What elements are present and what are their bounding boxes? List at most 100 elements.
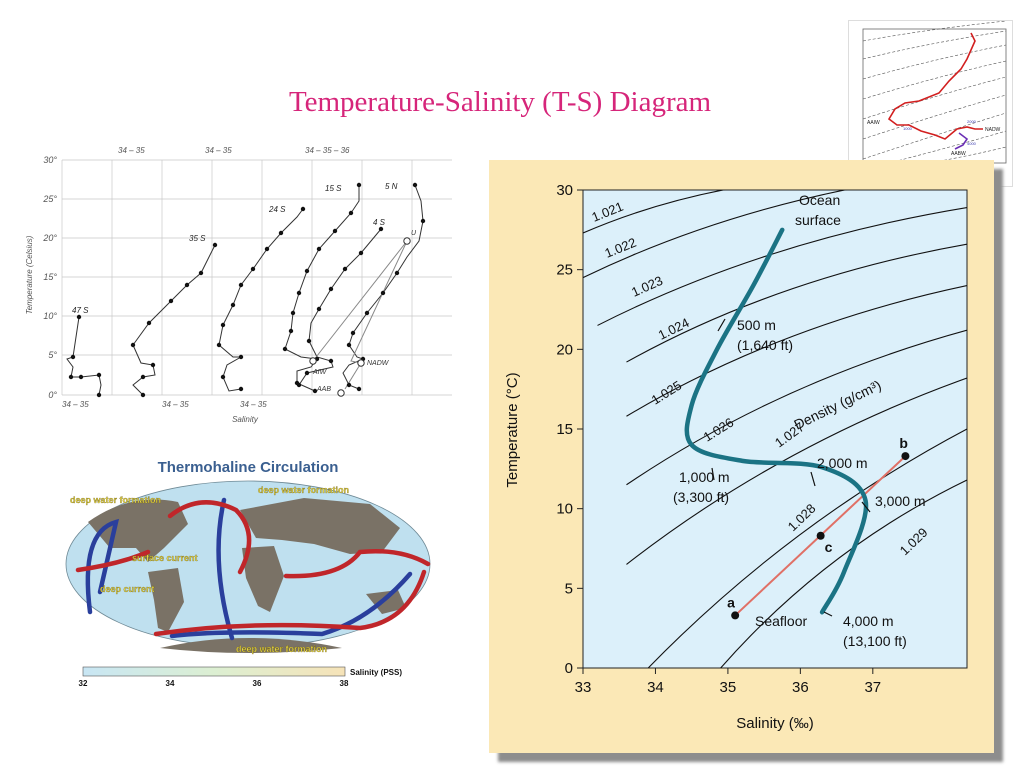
ts-ytick-0: 0°: [48, 390, 57, 400]
land-north-america: [88, 499, 188, 562]
mixing-aiw-u: [312, 240, 408, 362]
axis-ticks: 33 34 35 36 37 0 5 10 15 20 25 30: [556, 182, 881, 696]
main-ts-diagram: 33 34 35 36 37 0 5 10 15 20 25 30 Temperature (°C) …: [489, 160, 994, 753]
isopycnal-1.023: [597, 206, 967, 326]
label-aab: AAB: [316, 386, 331, 393]
y-tick-label: 15: [556, 421, 573, 438]
plot-area: [582, 189, 968, 669]
label-500m-ft: (1,640 ft): [737, 337, 793, 353]
point-b: [901, 452, 910, 461]
point-label-a: a: [727, 594, 735, 610]
isopycnal-1.027: [626, 377, 967, 565]
profile-15s: [284, 185, 360, 392]
thermohaline-title: Thermohaline Circulation: [158, 459, 339, 476]
y-tick-label: 20: [556, 341, 573, 358]
ts-ytick-5: 5°: [48, 350, 57, 360]
isopycnal-1.025: [626, 285, 967, 417]
ts-bottom-range-3: 34 – 35: [240, 400, 267, 409]
land-australia: [366, 590, 406, 614]
y-tick-label: 25: [556, 262, 573, 279]
label-deep-current: deep current: [100, 584, 155, 594]
ts-bottom-range-1: 34 – 35: [62, 400, 89, 409]
label-4000m: 4,000 m: [843, 613, 894, 629]
label-1000m: 1,000 m: [679, 469, 730, 485]
ts-ytick-20: 20°: [42, 233, 57, 243]
ts-ytick-30: 30°: [43, 155, 57, 165]
main-xlabel: Salinity (‰): [736, 715, 814, 732]
point-label-b: b: [899, 435, 908, 451]
y-tick-label: 5: [565, 580, 573, 597]
land-masses: [88, 498, 406, 653]
profile-5n: [342, 184, 424, 390]
ts-xlabel: Salinity: [232, 415, 259, 424]
ts-top-range-3: 34 – 35 – 36: [305, 146, 350, 155]
label-nadw: NADW: [367, 360, 390, 367]
label-deep-water-formation-2: deep water formation: [258, 485, 349, 495]
y-tick-label: 10: [556, 501, 573, 518]
circulation-currents: [75, 497, 431, 641]
thumb-label-1000: 1000: [903, 126, 913, 131]
thumb-label-2000: 2000: [967, 119, 977, 124]
ts-bottom-range-2: 34 – 35: [162, 400, 189, 409]
isopycnal-1.022: [583, 190, 848, 279]
x-tick-label: 33: [575, 679, 592, 696]
water-mass-markers: [309, 237, 411, 397]
surface-current-southern: [153, 569, 427, 637]
isopycnal-1.028: [647, 428, 967, 668]
ts-ytick-25: 25°: [42, 194, 57, 204]
label-surface: surface: [795, 212, 841, 228]
label-deep-water-formation-1: deep water formation: [70, 495, 161, 505]
station-label-15s: 15 S: [325, 184, 342, 193]
salinity-colorbar: [82, 666, 346, 677]
x-tick-label: 37: [864, 679, 881, 696]
station-profiles-svg: 30° 25° 20° 15° 10° 5° 0° Temperature (C…: [25, 146, 452, 424]
x-tick-label: 36: [792, 679, 809, 696]
land-africa: [242, 546, 284, 612]
surface-current-indian: [283, 548, 431, 579]
station-label-4s: 4 S: [373, 218, 386, 227]
surface-current-pacific: [75, 549, 151, 573]
ts-ytick-15: 15°: [43, 272, 57, 282]
profile-24s: [218, 208, 304, 392]
isopycnal-1.026: [626, 329, 967, 486]
station-ts-profiles: 30° 25° 20° 15° 10° 5° 0° Temperature (C…: [15, 145, 458, 430]
isopycnal-1.021: [583, 190, 726, 234]
station-profile-dots: [68, 182, 426, 398]
label-1000m-ft: (3,300 ft): [673, 489, 729, 505]
profile-35s: [132, 244, 216, 396]
surface-current-gulfstream: [167, 500, 252, 575]
colorbar-tick-34: 34: [166, 679, 175, 688]
land-south-america: [148, 568, 184, 632]
station-label-5n: 5 N: [385, 182, 398, 191]
label-2000m: 2,000 m: [817, 455, 868, 471]
ts-ytick-10: 10°: [43, 311, 57, 321]
thumbnail-ts-diagram: AAIW NADW AABW 1000 2000 4000: [848, 20, 1013, 187]
thumb-label-aaiw: AAIW: [867, 120, 880, 126]
deep-current-atlantic: [216, 497, 235, 641]
x-tick-label: 34: [647, 679, 664, 696]
thumb-label-aabw: AABW: [951, 151, 966, 157]
station-label-24s: 24 S: [268, 205, 286, 214]
main-ylabel: Temperature (°C): [504, 372, 521, 487]
colorbar-ticks-svg: 32 34 36 38: [79, 679, 349, 688]
deep-current-southern: [169, 571, 413, 639]
label-4000m-ft: (13,100 ft): [843, 633, 907, 649]
thermohaline-circulation-map: Thermohaline Circulation deep water form…: [60, 452, 440, 682]
x-tick-label: 35: [720, 679, 737, 696]
y-tick-label: 0: [565, 660, 573, 677]
thumbnail-svg: AAIW NADW AABW 1000 2000 4000: [862, 20, 1007, 164]
colorbar-tick-38: 38: [340, 679, 349, 688]
mixing-points: a b c: [727, 435, 910, 620]
isopycnal-1.029: [720, 479, 967, 668]
ocean-profile-curve: [684, 227, 869, 615]
label-500m: 500 m: [737, 317, 776, 333]
slide-title: Temperature-Salinity (T-S) Diagram: [288, 86, 712, 118]
ts-ylabel: Temperature (Celsius): [25, 235, 34, 314]
colorbar-tick-36: 36: [253, 679, 262, 688]
label-u: U: [411, 230, 417, 237]
thumb-profile-line: [887, 32, 983, 140]
thumb-label-nadw: NADW: [985, 127, 1001, 133]
depth-tick-marks: [711, 318, 871, 617]
deep-current-pacific: [85, 518, 120, 615]
